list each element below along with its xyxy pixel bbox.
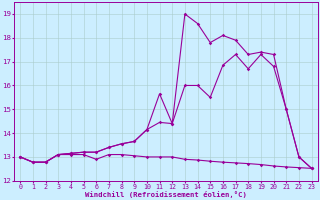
X-axis label: Windchill (Refroidissement éolien,°C): Windchill (Refroidissement éolien,°C) — [85, 191, 247, 198]
